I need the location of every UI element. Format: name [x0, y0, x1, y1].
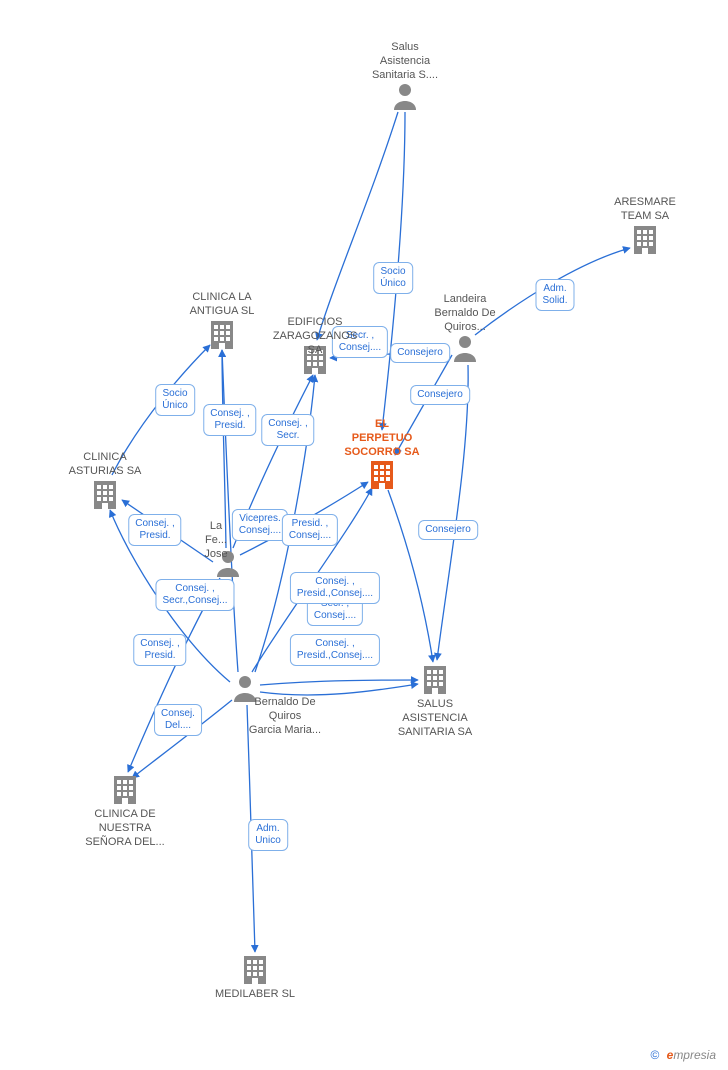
building-icon — [114, 776, 136, 804]
copyright: © empresia — [650, 1048, 716, 1062]
edge — [382, 112, 405, 430]
edge — [122, 500, 213, 562]
person-icon — [217, 551, 239, 577]
edge — [128, 578, 220, 772]
edge — [247, 705, 255, 952]
edge — [240, 482, 368, 555]
edge — [475, 248, 630, 335]
diagram-svg — [0, 0, 728, 1070]
building-icon — [244, 956, 266, 984]
building-icon — [304, 346, 326, 374]
building-icon — [424, 666, 446, 694]
edge — [222, 350, 238, 672]
edge — [437, 365, 468, 660]
brand-logo: empresia — [667, 1048, 716, 1062]
person-icon — [454, 336, 476, 362]
edge — [260, 684, 418, 695]
copyright-symbol: © — [650, 1048, 659, 1062]
building-icon — [371, 461, 393, 489]
person-icon — [394, 84, 416, 110]
edge — [110, 510, 230, 682]
building-icon — [211, 321, 233, 349]
person-icon — [234, 676, 256, 702]
edge — [260, 680, 418, 685]
edge — [317, 112, 398, 340]
edge — [388, 490, 433, 662]
edge — [255, 375, 315, 672]
edge — [132, 700, 232, 778]
building-icon — [94, 481, 116, 509]
building-icon — [634, 226, 656, 254]
edge — [395, 355, 452, 455]
edge — [112, 345, 210, 475]
